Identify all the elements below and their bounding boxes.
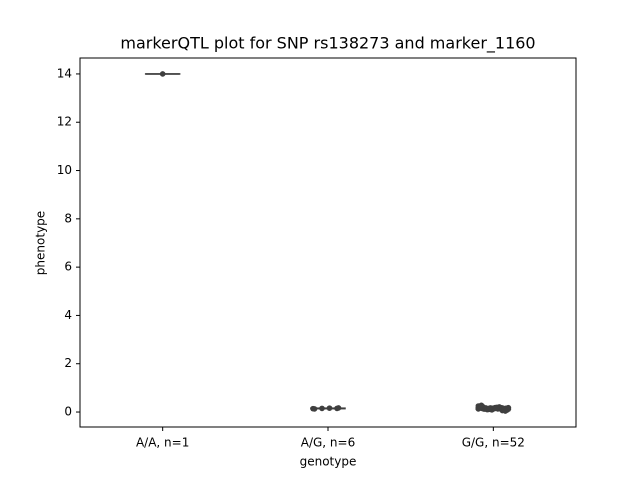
x-axis-label: genotype (300, 455, 357, 469)
y-tick-label: 8 (64, 211, 72, 225)
x-tick-label: G/G, n=52 (462, 436, 525, 450)
point (336, 405, 342, 411)
point (503, 408, 509, 414)
y-tick-label: 14 (57, 66, 72, 80)
y-tick-label: 6 (64, 260, 72, 274)
y-axis-label: phenotype (34, 211, 48, 275)
y-tick-label: 2 (64, 356, 72, 370)
point (312, 406, 318, 412)
point (486, 406, 492, 412)
point (160, 71, 166, 77)
y-tick-label: 0 (64, 405, 72, 419)
y-tick-label: 4 (64, 308, 72, 322)
x-tick-label: A/A, n=1 (136, 436, 189, 450)
y-tick-label: 12 (57, 115, 72, 129)
point (319, 406, 325, 412)
y-tick-label: 10 (57, 163, 72, 177)
point (327, 405, 333, 411)
x-tick-label: A/G, n=6 (301, 436, 355, 450)
point (494, 405, 500, 411)
chart-title: markerQTL plot for SNP rs138273 and mark… (120, 34, 535, 54)
point (479, 402, 485, 408)
